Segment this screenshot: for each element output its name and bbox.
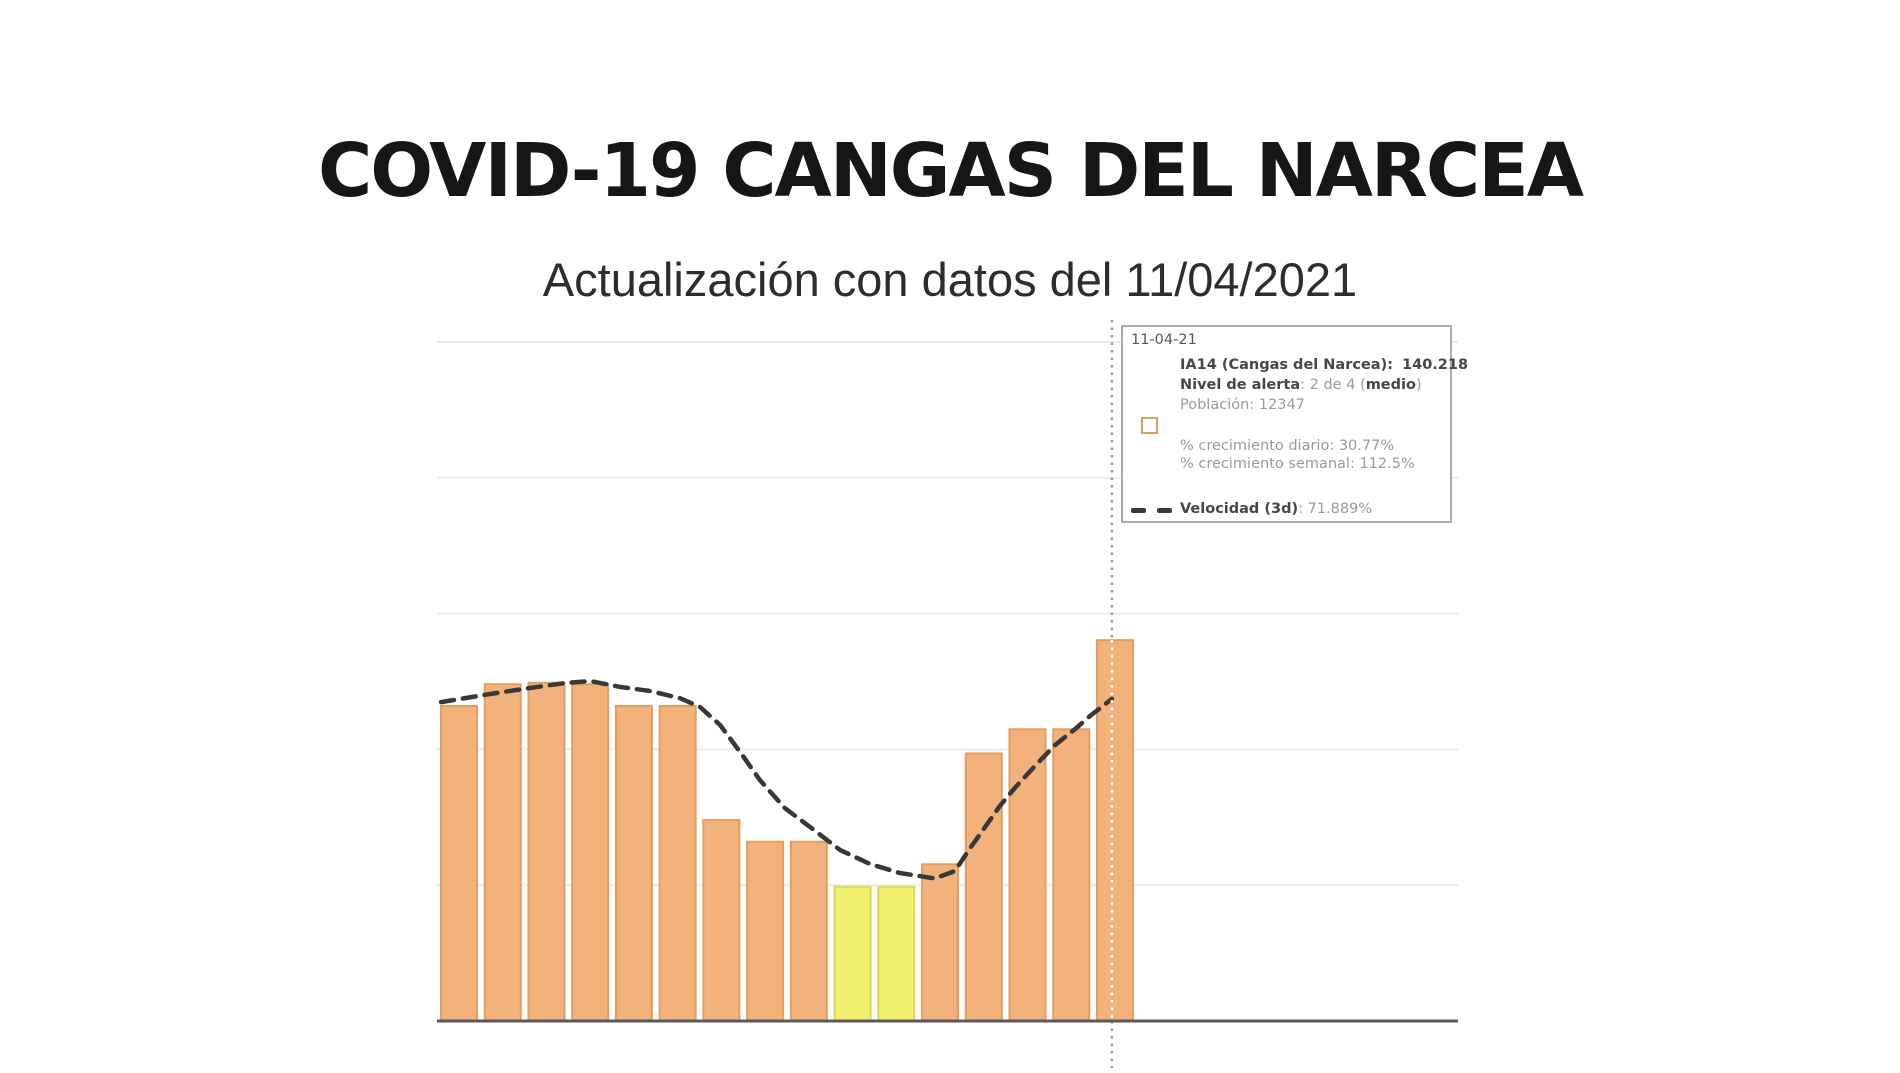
ia14-value: 140.218 (1402, 357, 1469, 373)
bar[interactable] (921, 863, 960, 1022)
tooltip-ia14-line: IA14 (Cangas del Narcea): 140.218 (1180, 357, 1468, 373)
bar[interactable] (1008, 728, 1047, 1022)
ia14-label: IA14 (Cangas del Narcea): (1180, 357, 1394, 373)
velocity-sep: : (1298, 501, 1308, 517)
bar[interactable] (658, 704, 697, 1022)
bar[interactable] (1095, 639, 1134, 1022)
bar-highlighted[interactable] (833, 885, 872, 1022)
tooltip-alert-line: Nivel de alerta: 2 de 4 (medio) (1180, 377, 1422, 393)
tooltip-velocity-line: Velocidad (3d): 71.889% (1180, 501, 1372, 517)
chart-canvas[interactable] (437, 320, 1458, 1068)
ia14-bar-chart[interactable] (437, 320, 1458, 1068)
alert-label: Nivel de alerta (1180, 377, 1301, 393)
velocity-label: Velocidad (3d) (1180, 501, 1299, 517)
bar[interactable] (571, 683, 610, 1022)
tooltip-population-line: Población: 12347 (1180, 397, 1305, 413)
alert-value-post: ) (1415, 377, 1422, 393)
page-title: COVID-19 CANGAS DEL NARCEA (317, 128, 1584, 214)
alert-value-pre: : 2 de 4 ( (1300, 377, 1366, 393)
bar[interactable] (702, 819, 741, 1022)
bar[interactable] (1052, 728, 1091, 1022)
chart-tooltip: 11-04-21 IA14 (Cangas del Narcea): 140.21… (1121, 325, 1468, 523)
bar[interactable] (483, 683, 522, 1022)
alert-value-bold: medio (1365, 377, 1416, 393)
velocity-value: 71.889% (1307, 501, 1373, 517)
bar[interactable] (440, 704, 478, 1022)
bar-series-swatch (1141, 417, 1158, 434)
tooltip-daily-growth-line: % crecimiento diario: 30.77% (1180, 438, 1395, 454)
tooltip-weekly-growth-line: % crecimiento semanal: 112.5% (1180, 456, 1415, 472)
bar[interactable] (789, 840, 828, 1023)
bar-highlighted[interactable] (877, 885, 916, 1022)
page-subtitle: Actualización con datos del 11/04/2021 (542, 253, 1358, 306)
velocity-curve (438, 678, 1115, 881)
bar[interactable] (746, 840, 785, 1023)
tooltip-date: 11-04-21 (1131, 332, 1197, 348)
bar[interactable] (614, 704, 653, 1022)
bar[interactable] (964, 752, 1003, 1022)
velocity-series-swatch (1131, 508, 1175, 513)
bar[interactable] (527, 681, 566, 1022)
